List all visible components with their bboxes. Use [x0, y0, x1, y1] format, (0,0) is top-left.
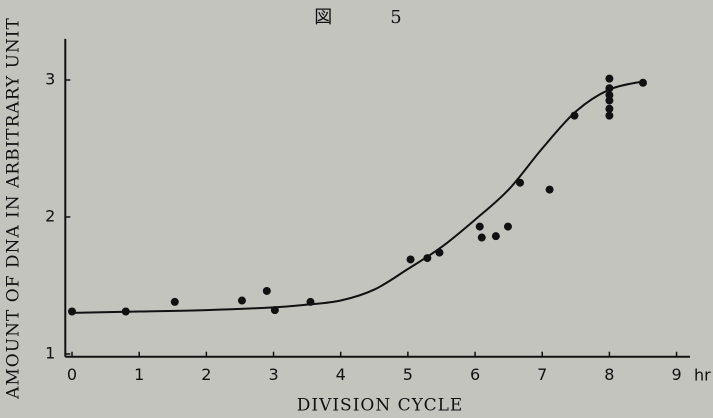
page: {"chart_data": {"type": "scatter", "titl…: [0, 0, 713, 418]
y-axis-label: AMOUNT OF DNA IN ARBITRARY UNIT: [4, 17, 24, 400]
chart: 図 5 DIVISION CYCLE AMOUNT OF DNA IN ARBI…: [0, 0, 713, 418]
data-point: [492, 232, 500, 240]
data-point: [605, 105, 613, 113]
data-point: [639, 79, 647, 87]
data-point: [271, 306, 279, 314]
data-point: [605, 75, 613, 83]
y-tick-label: 3: [45, 69, 55, 88]
data-point: [605, 112, 613, 120]
data-point: [306, 298, 314, 306]
data-point: [605, 84, 613, 92]
data-point: [407, 255, 415, 263]
data-point: [476, 223, 484, 231]
x-tick-label: 8: [604, 365, 614, 384]
data-point: [122, 307, 130, 315]
x-tick-label: 7: [537, 365, 547, 384]
x-tick-label: 5: [403, 365, 413, 384]
x-tick-label: 0: [67, 365, 77, 384]
x-tick-label: 3: [268, 365, 278, 384]
x-unit: hr: [694, 366, 711, 385]
data-point: [423, 254, 431, 262]
x-tick-label: 1: [134, 365, 144, 384]
data-point: [516, 179, 524, 187]
data-point: [263, 287, 271, 295]
x-tick-label: 2: [201, 365, 211, 384]
data-point: [478, 234, 486, 242]
x-tick-label: 6: [470, 365, 480, 384]
y-tick-label: 1: [45, 343, 55, 362]
data-point: [570, 112, 578, 120]
data-point: [546, 186, 554, 194]
x-tick-label: 9: [671, 365, 681, 384]
data-point: [238, 297, 246, 305]
x-axis-label: DIVISION CYCLE: [297, 396, 464, 416]
x-tick-label: 4: [336, 365, 346, 384]
data-point: [605, 97, 613, 105]
data-point: [68, 307, 76, 315]
fit-curve: [72, 81, 643, 313]
data-point: [435, 249, 443, 257]
chart-title: 図 5: [314, 7, 421, 28]
data-point: [171, 298, 179, 306]
data-point: [504, 223, 512, 231]
y-tick-label: 2: [45, 206, 55, 225]
